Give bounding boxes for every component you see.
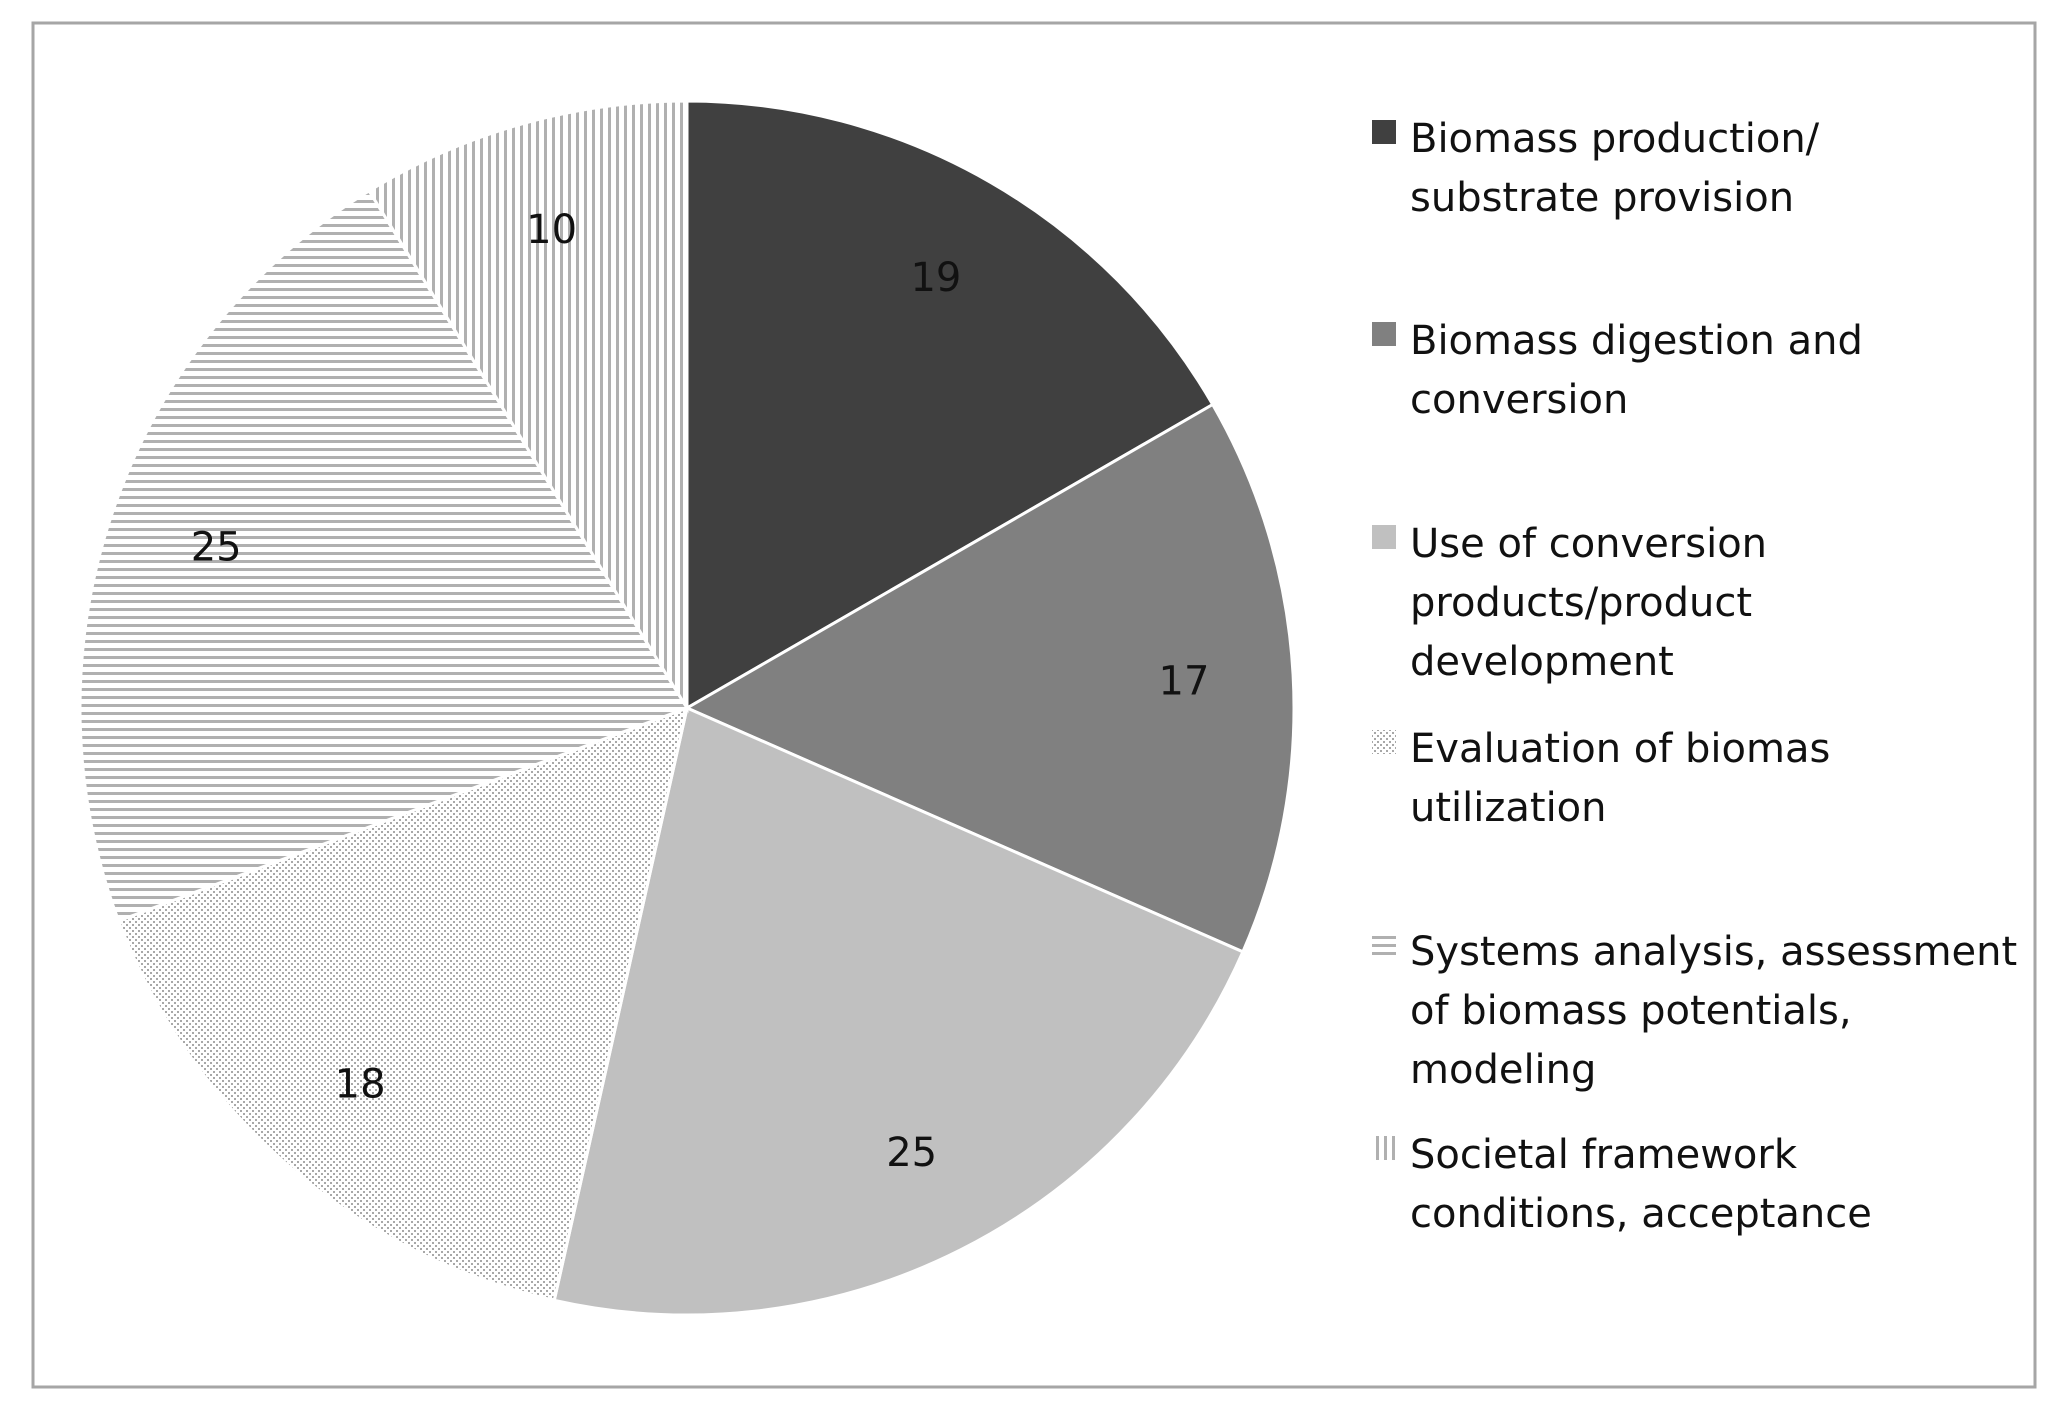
legend-label-5-line-2: of biomass potentials, [1410, 988, 1852, 1034]
pie-slices [78, 99, 1296, 1317]
legend-item-2: Biomass digestion and conversion [1372, 318, 1863, 423]
slice-value-label-1: 19 [910, 255, 961, 301]
legend-item-3: Use of conversion products/product develop… [1372, 521, 1767, 685]
legend-label-1-line-1: Biomass production/ [1410, 116, 1820, 162]
legend-label-3-line-3: development [1410, 639, 1674, 685]
legend-label-2-line-1: Biomass digestion and [1410, 318, 1863, 364]
legend-item-5: Systems analysis, assessment of biomass p… [1372, 929, 2017, 1093]
legend-label-3-line-1: Use of conversion [1410, 521, 1767, 567]
slice-value-label-2: 17 [1159, 659, 1210, 705]
legend-label-5-line-3: modeling [1410, 1047, 1596, 1093]
legend-swatch-1 [1372, 120, 1396, 144]
legend-item-1: Biomass production/substrate provision [1372, 116, 1820, 221]
legend-label-4-line-1: Evaluation of biomas [1410, 726, 1830, 772]
legend-swatch-5 [1372, 933, 1396, 957]
legend-label-5-line-1: Systems analysis, assessment [1410, 929, 2017, 975]
pie-slice-5 [78, 188, 690, 923]
legend-swatch-3 [1372, 525, 1396, 549]
legend-label-3-line-2: products/product [1410, 580, 1752, 626]
slice-value-label-5: 25 [191, 524, 242, 570]
slice-value-label-6: 10 [526, 207, 577, 253]
legend-swatch-4 [1372, 730, 1396, 754]
legend-label-6-line-2: conditions, acceptance [1410, 1191, 1872, 1237]
legend-item-6: Societal framework conditions, acceptance [1372, 1132, 1872, 1237]
slice-value-label-4: 18 [335, 1061, 386, 1107]
legend-label-6-line-1: Societal framework [1410, 1132, 1798, 1178]
legend-label-4-line-2: utilization [1410, 785, 1607, 831]
pie-slice-3 [552, 705, 1245, 1317]
legend-label-1-line-2: substrate provision [1410, 175, 1794, 221]
pie-slice-1 [685, 99, 1215, 711]
legend-label-2-line-2: conversion [1410, 377, 1628, 423]
legend: Biomass production/substrate provisionBi… [1372, 116, 2017, 1237]
pie-slice-4 [116, 705, 690, 1303]
legend-item-4: Evaluation of biomas utilization [1372, 726, 1830, 831]
pie-slice-2 [683, 402, 1296, 954]
pie-slice-6 [367, 99, 689, 714]
slice-value-label-3: 25 [886, 1130, 937, 1176]
pie-value-labels: 19 17 25 18 25 10 [191, 207, 1210, 1176]
legend-swatch-6 [1372, 1136, 1396, 1160]
legend-swatch-2 [1372, 322, 1396, 346]
